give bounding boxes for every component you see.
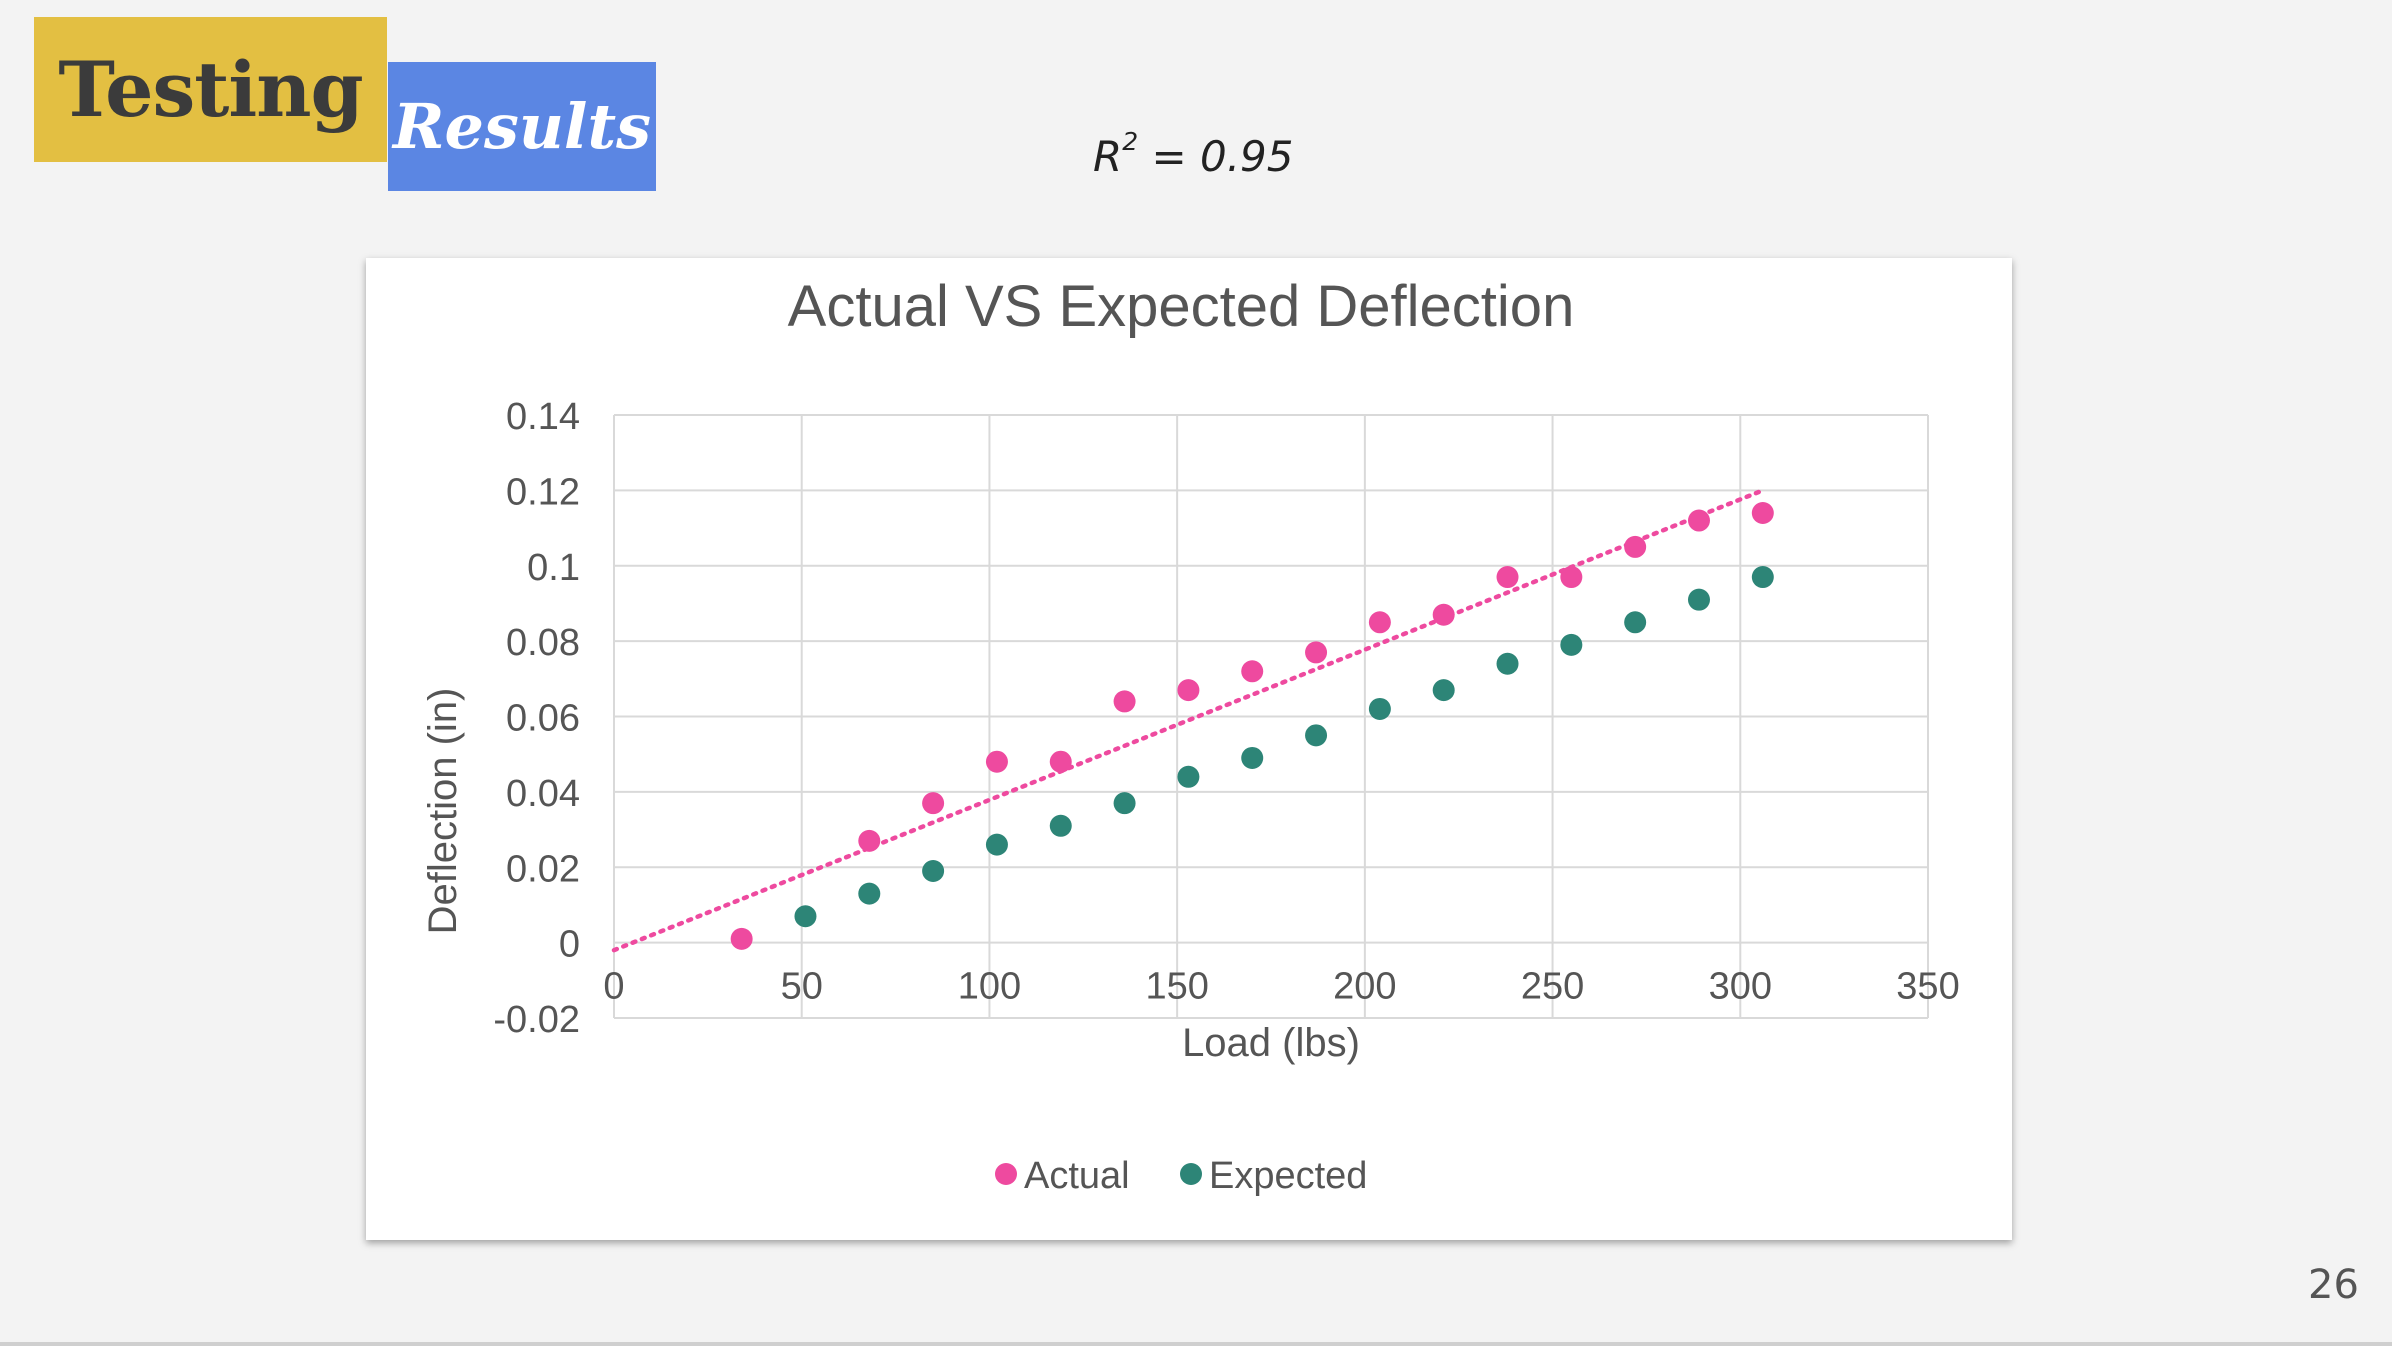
- chart-title: Actual VS Expected Deflection: [788, 274, 1575, 339]
- point-expected: [1305, 724, 1328, 747]
- y-tick-label: 0.12: [506, 471, 580, 513]
- point-expected: [1432, 679, 1455, 702]
- y-tick-label: 0: [559, 924, 580, 966]
- legend-marker-expected: [1180, 1163, 1202, 1185]
- point-actual: [1113, 690, 1136, 713]
- point-actual: [1496, 566, 1519, 589]
- y-axis-label: Deflection (in): [421, 688, 465, 935]
- legend-label-expected: Expected: [1209, 1155, 1367, 1197]
- bottom-divider: [0, 1342, 2392, 1346]
- point-actual: [1241, 660, 1264, 683]
- x-axis-label: Load (lbs): [1182, 1021, 1360, 1065]
- point-expected: [985, 833, 1008, 856]
- slide-subtitle: Results: [392, 90, 652, 163]
- y-tick-label: 0.02: [506, 848, 580, 890]
- point-actual: [1368, 611, 1391, 634]
- point-actual: [730, 927, 753, 950]
- x-tick-label: 100: [958, 966, 1021, 1008]
- point-actual: [1624, 535, 1647, 558]
- y-tick-label: 0.14: [506, 396, 580, 438]
- point-expected: [794, 905, 817, 928]
- point-actual: [1177, 679, 1200, 702]
- point-expected: [1113, 792, 1136, 815]
- point-expected: [1624, 611, 1647, 634]
- scatter-chart: -0.02 0 0.02 0.04 0.06 0.08 0.1 0.12 0.14 0 50 100 1…: [421, 274, 1960, 1197]
- y-tick-label: 0.06: [506, 698, 580, 740]
- x-tick-label: 250: [1521, 966, 1584, 1008]
- title-badge-results: Results: [388, 62, 656, 191]
- r-squared-value: = 0.95: [1138, 132, 1294, 181]
- r-squared-label: R2 = 0.95: [1093, 127, 1294, 181]
- y-tick-label: 0.08: [506, 622, 580, 664]
- point-actual: [1687, 509, 1710, 532]
- y-tick-label: 0.1: [527, 547, 580, 589]
- point-actual: [922, 792, 945, 815]
- slide-title: Testing: [58, 45, 363, 134]
- point-expected: [1241, 746, 1264, 769]
- x-tick-label: 0: [603, 966, 624, 1008]
- point-expected: [858, 882, 881, 905]
- page-number: 26: [2308, 1262, 2359, 1308]
- point-expected: [1496, 652, 1519, 675]
- point-expected: [1368, 697, 1391, 720]
- r-squared-prefix: R: [1093, 132, 1123, 181]
- title-badge-testing: Testing: [34, 17, 387, 162]
- r-squared-exponent: 2: [1122, 127, 1139, 156]
- x-tick-label: 200: [1333, 966, 1396, 1008]
- point-actual: [1305, 641, 1328, 664]
- point-actual: [1560, 566, 1583, 589]
- point-actual: [985, 750, 1008, 773]
- point-actual: [858, 829, 881, 852]
- point-expected: [1687, 588, 1710, 611]
- y-tick-label: -0.02: [493, 999, 580, 1041]
- point-actual: [1751, 501, 1774, 524]
- point-expected: [1751, 566, 1774, 589]
- x-tick-label: 350: [1896, 966, 1959, 1008]
- point-expected: [1560, 633, 1583, 656]
- point-expected: [922, 860, 945, 883]
- x-tick-label: 50: [781, 966, 823, 1008]
- x-tick-label: 300: [1709, 966, 1772, 1008]
- legend-marker-actual: [995, 1163, 1017, 1185]
- y-tick-label: 0.04: [506, 773, 580, 815]
- trendline-actual: [611, 488, 1766, 953]
- point-actual: [1049, 750, 1072, 773]
- legend-label-actual: Actual: [1024, 1155, 1130, 1197]
- point-expected: [1177, 765, 1200, 788]
- chart-legend: Actual Expected: [995, 1155, 1367, 1197]
- point-expected: [1049, 814, 1072, 837]
- chart-card: -0.02 0 0.02 0.04 0.06 0.08 0.1 0.12 0.14 0 50 100 1…: [366, 258, 2012, 1240]
- point-actual: [1432, 603, 1455, 626]
- x-tick-label: 150: [1145, 966, 1208, 1008]
